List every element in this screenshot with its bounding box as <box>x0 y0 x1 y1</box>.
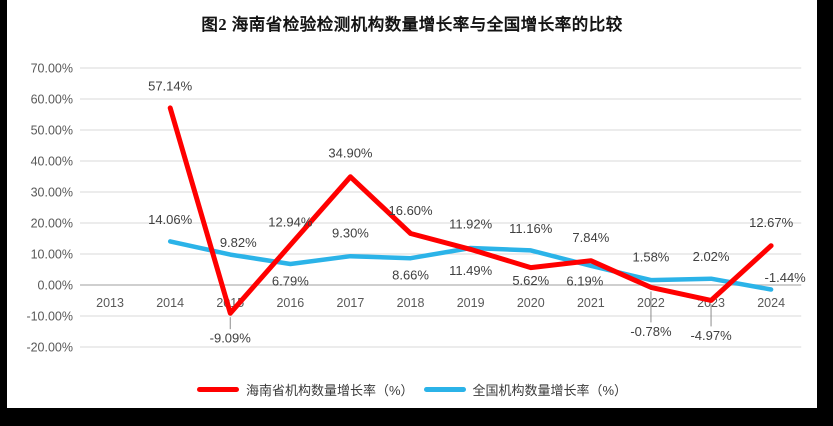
x-axis-tick-label: 2020 <box>517 296 545 310</box>
data-label: 11.92% <box>449 217 493 232</box>
data-label: 6.19% <box>566 273 603 288</box>
data-label: -4.97% <box>690 328 732 343</box>
legend-item-hainan: 海南省机构数量增长率（%） <box>196 380 414 399</box>
national-line-swatch-icon <box>423 386 466 392</box>
data-label: -0.78% <box>630 324 672 339</box>
data-label: 1.58% <box>633 250 670 265</box>
data-label: 7.84% <box>572 230 609 245</box>
y-axis-tick-label: -10.00% <box>26 310 73 324</box>
hainan-line-swatch-icon <box>196 386 239 392</box>
y-axis-tick-label: 70.00% <box>31 62 73 76</box>
x-axis-tick-label: 2018 <box>397 296 425 310</box>
y-axis-tick-label: 30.00% <box>31 186 73 200</box>
data-label: 12.67% <box>749 215 794 230</box>
hainan-growth-line <box>167 105 774 316</box>
data-label: -1.44% <box>765 270 807 285</box>
legend: 海南省机构数量增长率（%） 全国机构数量增长率（%） <box>7 379 817 399</box>
y-axis-tick-label: 10.00% <box>31 248 73 262</box>
x-axis-tick-label: 2019 <box>457 296 485 310</box>
x-axis-tick-label: 2013 <box>96 296 124 310</box>
data-label: 9.30% <box>332 226 369 241</box>
data-label: 34.90% <box>328 145 373 160</box>
y-axis-tick-label: 60.00% <box>31 93 73 107</box>
x-axis-tick-label: 2014 <box>156 296 184 310</box>
legend-label-national: 全国机构数量增长率（%） <box>472 382 628 398</box>
y-axis-tick-label: 40.00% <box>31 155 73 169</box>
data-label: 9.82% <box>220 235 257 250</box>
data-label: 11.49% <box>449 263 493 278</box>
y-axis-tick-label: 0.00% <box>38 279 73 293</box>
chart-title: 图2 海南省检验检测机构数量增长率与全国增长率的比较 <box>201 15 623 34</box>
data-label: 6.79% <box>272 273 309 288</box>
data-label: 14.06% <box>148 212 193 227</box>
x-axis-tick-label: 2016 <box>276 296 304 310</box>
data-label: 2.02% <box>693 249 730 264</box>
y-axis-tick-label: 20.00% <box>31 217 73 231</box>
legend-label-hainan: 海南省机构数量增长率（%） <box>245 382 414 398</box>
legend-item-national: 全国机构数量增长率（%） <box>423 380 628 399</box>
y-axis-tick-label: 50.00% <box>31 124 73 138</box>
x-axis-tick-label: 2017 <box>337 296 365 310</box>
x-axis-tick-label: 2021 <box>577 296 605 310</box>
data-label: 5.62% <box>512 273 549 288</box>
data-label: 8.66% <box>392 268 429 283</box>
x-axis-tick-label: 2024 <box>757 296 785 310</box>
data-label: 16.60% <box>389 203 434 218</box>
data-label: 11.16% <box>509 221 553 236</box>
data-label: 57.14% <box>148 78 193 93</box>
y-axis-tick-label: -20.00% <box>26 341 73 355</box>
data-label: -9.09% <box>210 331 252 346</box>
data-label: 12.94% <box>268 214 313 229</box>
